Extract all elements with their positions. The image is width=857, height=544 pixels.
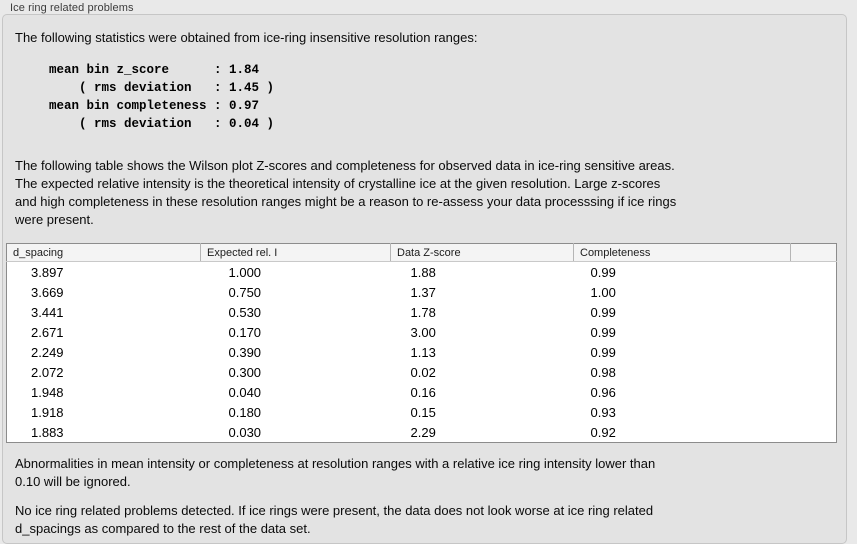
table-row[interactable]: 2.671 0.170 3.00 0.99: [7, 322, 837, 342]
table-cell: 3.00: [410, 324, 436, 340]
ice-ring-table: d_spacing Expected rel. I Data Z-score Comp…: [6, 243, 837, 443]
table-cell: 0.180: [228, 404, 262, 420]
ice-ring-panel: The following statistics were obtained f…: [2, 14, 847, 544]
conclusion-text: No ice ring related problems detected. I…: [15, 503, 654, 536]
stats-intro-text: The following statistics were obtained f…: [15, 30, 478, 45]
table-row[interactable]: 3.441 0.530 1.78 0.99: [7, 302, 837, 322]
table-row[interactable]: 1.883 0.030 2.29 0.92: [7, 422, 837, 443]
column-header-expected-rel-i[interactable]: Expected rel. I: [200, 243, 391, 262]
table-cell: 1.948: [31, 384, 64, 400]
table-cell: 0.99: [590, 264, 616, 280]
table-cell: 0.93: [590, 404, 616, 420]
table-cell-filler: [791, 382, 837, 402]
table-cell: 1.78: [410, 304, 436, 320]
table-description-text: The following table shows the Wilson plo…: [15, 158, 677, 227]
table-cell: 0.99: [590, 304, 616, 320]
table-cell: 2.671: [31, 324, 64, 340]
table-cell: 0.02: [410, 364, 436, 380]
table-cell-filler: [791, 322, 837, 342]
table-row[interactable]: 1.918 0.180 0.15 0.93: [7, 402, 837, 422]
table-row[interactable]: 3.669 0.750 1.37 1.00: [7, 282, 837, 302]
table-cell: 0.16: [410, 384, 436, 400]
note-text: Abnormalities in mean intensity or compl…: [15, 456, 656, 489]
table-cell: 3.669: [31, 284, 64, 300]
stats-block: mean bin z_score : 1.84 ( rms deviation …: [49, 63, 275, 131]
table-cell: 0.030: [228, 424, 262, 440]
table-cell: 3.441: [31, 304, 64, 320]
table-cell-filler: [791, 362, 837, 382]
table-cell: 1.883: [31, 424, 64, 440]
table-cell: 0.96: [590, 384, 616, 400]
table-cell: 1.918: [31, 404, 64, 420]
table-cell: 1.88: [410, 264, 436, 280]
table-cell: 0.750: [228, 284, 262, 300]
table-cell: 0.92: [590, 424, 616, 440]
table-cell-filler: [791, 402, 837, 422]
column-header-completeness[interactable]: Completeness: [573, 243, 791, 262]
table-cell: 1.37: [410, 284, 436, 300]
table-cell: 0.99: [590, 324, 616, 340]
table-row[interactable]: 3.897 1.000 1.88 0.99: [7, 262, 837, 283]
column-header-data-z-score[interactable]: Data Z-score: [390, 243, 574, 262]
table-cell-filler: [791, 342, 837, 362]
table-header-row: d_spacing Expected rel. I Data Z-score Comp…: [6, 243, 837, 262]
table-cell: 0.98: [590, 364, 616, 380]
table-cell: 0.300: [228, 364, 262, 380]
table-cell: 0.040: [228, 384, 262, 400]
panel-title: Ice ring related problems: [10, 2, 134, 14]
table-cell: 2.249: [31, 344, 64, 360]
table-cell: 0.170: [228, 324, 262, 340]
table-cell: 1.00: [590, 284, 616, 300]
table-body: 3.897 1.000 1.88 0.99 3.669 0.750 1.37 1.00 3.44…: [7, 262, 837, 443]
table-cell: 0.530: [228, 304, 262, 320]
table-cell: 1.13: [410, 344, 436, 360]
column-header-filler: [790, 243, 837, 262]
table-cell: 2.29: [410, 424, 436, 440]
table-cell: 3.897: [31, 264, 64, 280]
column-header-d-spacing[interactable]: d_spacing: [6, 243, 201, 262]
table-row[interactable]: 2.249 0.390 1.13 0.99: [7, 342, 837, 362]
table-row[interactable]: 1.948 0.040 0.16 0.96: [7, 382, 837, 402]
table-cell-filler: [791, 422, 837, 443]
table-cell: 0.15: [410, 404, 436, 420]
table-cell: 0.99: [590, 344, 616, 360]
table-cell: 1.000: [228, 264, 262, 280]
table-cell-filler: [791, 262, 837, 283]
table-cell-filler: [791, 282, 837, 302]
table-cell: 2.072: [31, 364, 64, 380]
table-cell-filler: [791, 302, 837, 322]
table-cell: 0.390: [228, 344, 262, 360]
table-row[interactable]: 2.072 0.300 0.02 0.98: [7, 362, 837, 382]
